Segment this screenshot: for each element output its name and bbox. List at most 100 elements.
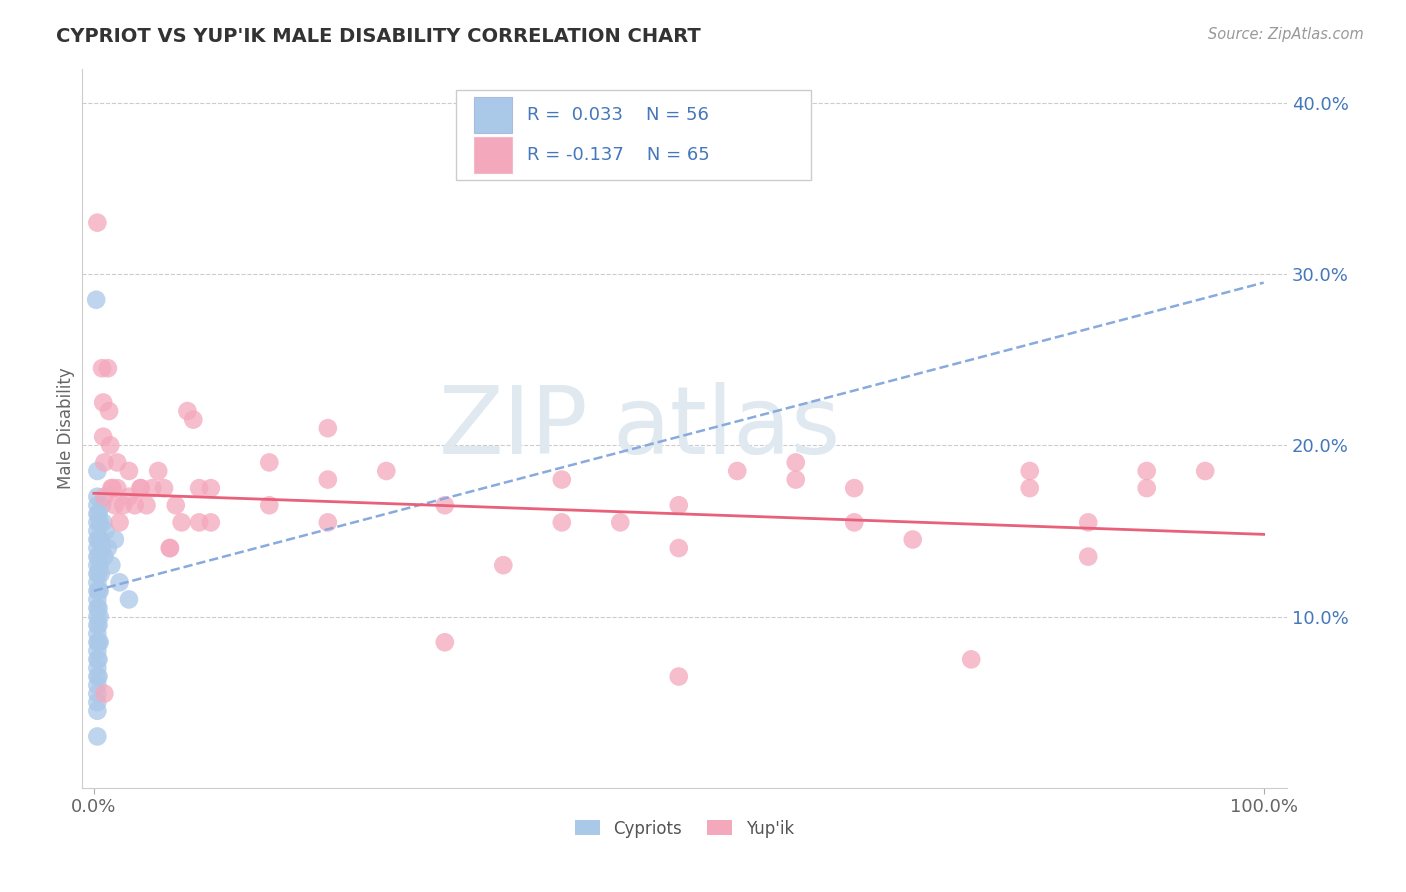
Point [181,412,204,426]
Point [86,516,108,530]
Point [91,430,114,444]
Point [118,592,141,607]
Point [316,473,339,487]
Point [87,507,110,521]
FancyBboxPatch shape [474,136,512,173]
Point [901,533,924,547]
Point [129,481,152,495]
Point [375,464,398,478]
Point [86,216,108,230]
Point [98,438,121,452]
Point [86,609,108,624]
Point [1194,464,1216,478]
Point [93,687,115,701]
Point [84,293,107,307]
Point [188,481,211,495]
Point [129,481,152,495]
Point [86,687,108,701]
Point [87,652,110,666]
Point [86,498,108,512]
Text: R = -0.137    N = 65: R = -0.137 N = 65 [527,145,710,164]
Point [668,541,690,555]
Text: atlas: atlas [613,382,841,475]
Point [98,404,121,418]
Point [86,730,108,744]
Point [93,549,115,564]
Point [259,455,281,469]
Point [316,421,339,435]
Point [176,404,198,418]
Point [118,490,141,504]
Point [551,473,574,487]
Point [104,533,127,547]
Text: R =  0.033    N = 56: R = 0.033 N = 56 [527,105,709,124]
Point [316,516,339,530]
Point [87,533,110,547]
Point [108,575,131,590]
Point [86,652,108,666]
Point [200,516,222,530]
Point [86,618,108,632]
Point [87,583,110,598]
Point [492,558,515,573]
Point [86,678,108,692]
Point [785,455,807,469]
Point [93,490,115,504]
Point [1018,464,1040,478]
Point [86,592,108,607]
Point [844,516,866,530]
FancyBboxPatch shape [456,90,811,180]
Point [108,516,131,530]
Text: Source: ZipAtlas.com: Source: ZipAtlas.com [1208,27,1364,42]
Point [94,524,117,538]
Point [91,361,114,376]
Point [259,498,281,512]
Point [87,601,110,615]
Point [86,626,108,640]
Point [87,618,110,632]
Point [1077,516,1099,530]
Point [725,464,748,478]
Point [86,524,108,538]
Point [105,481,128,495]
Point [86,490,108,504]
Point [90,566,112,581]
Point [159,541,181,555]
Point [91,541,114,555]
Point [86,533,108,547]
FancyBboxPatch shape [474,96,512,133]
Text: CYPRIOT VS YUP'IK MALE DISABILITY CORRELATION CHART: CYPRIOT VS YUP'IK MALE DISABILITY CORREL… [56,27,702,45]
Point [86,566,108,581]
Point [433,498,456,512]
Point [87,635,110,649]
Point [86,704,108,718]
Point [97,541,120,555]
Point [91,516,114,530]
Point [785,473,807,487]
Point [104,498,127,512]
Point [118,464,141,478]
Point [609,516,631,530]
Point [86,541,108,555]
Point [551,516,574,530]
Point [100,481,122,495]
Point [1136,464,1159,478]
Point [87,669,110,683]
Point [86,601,108,615]
Point [135,498,157,512]
Point [90,533,112,547]
Point [86,558,108,573]
Point [91,498,114,512]
Point [1018,481,1040,495]
Point [141,481,163,495]
Point [668,498,690,512]
Point [1077,549,1099,564]
Point [89,583,111,598]
Text: ZIP: ZIP [439,382,588,475]
Point [960,652,983,666]
Point [86,695,108,709]
Point [86,583,108,598]
Point [87,566,110,581]
Point [87,549,110,564]
Point [86,549,108,564]
